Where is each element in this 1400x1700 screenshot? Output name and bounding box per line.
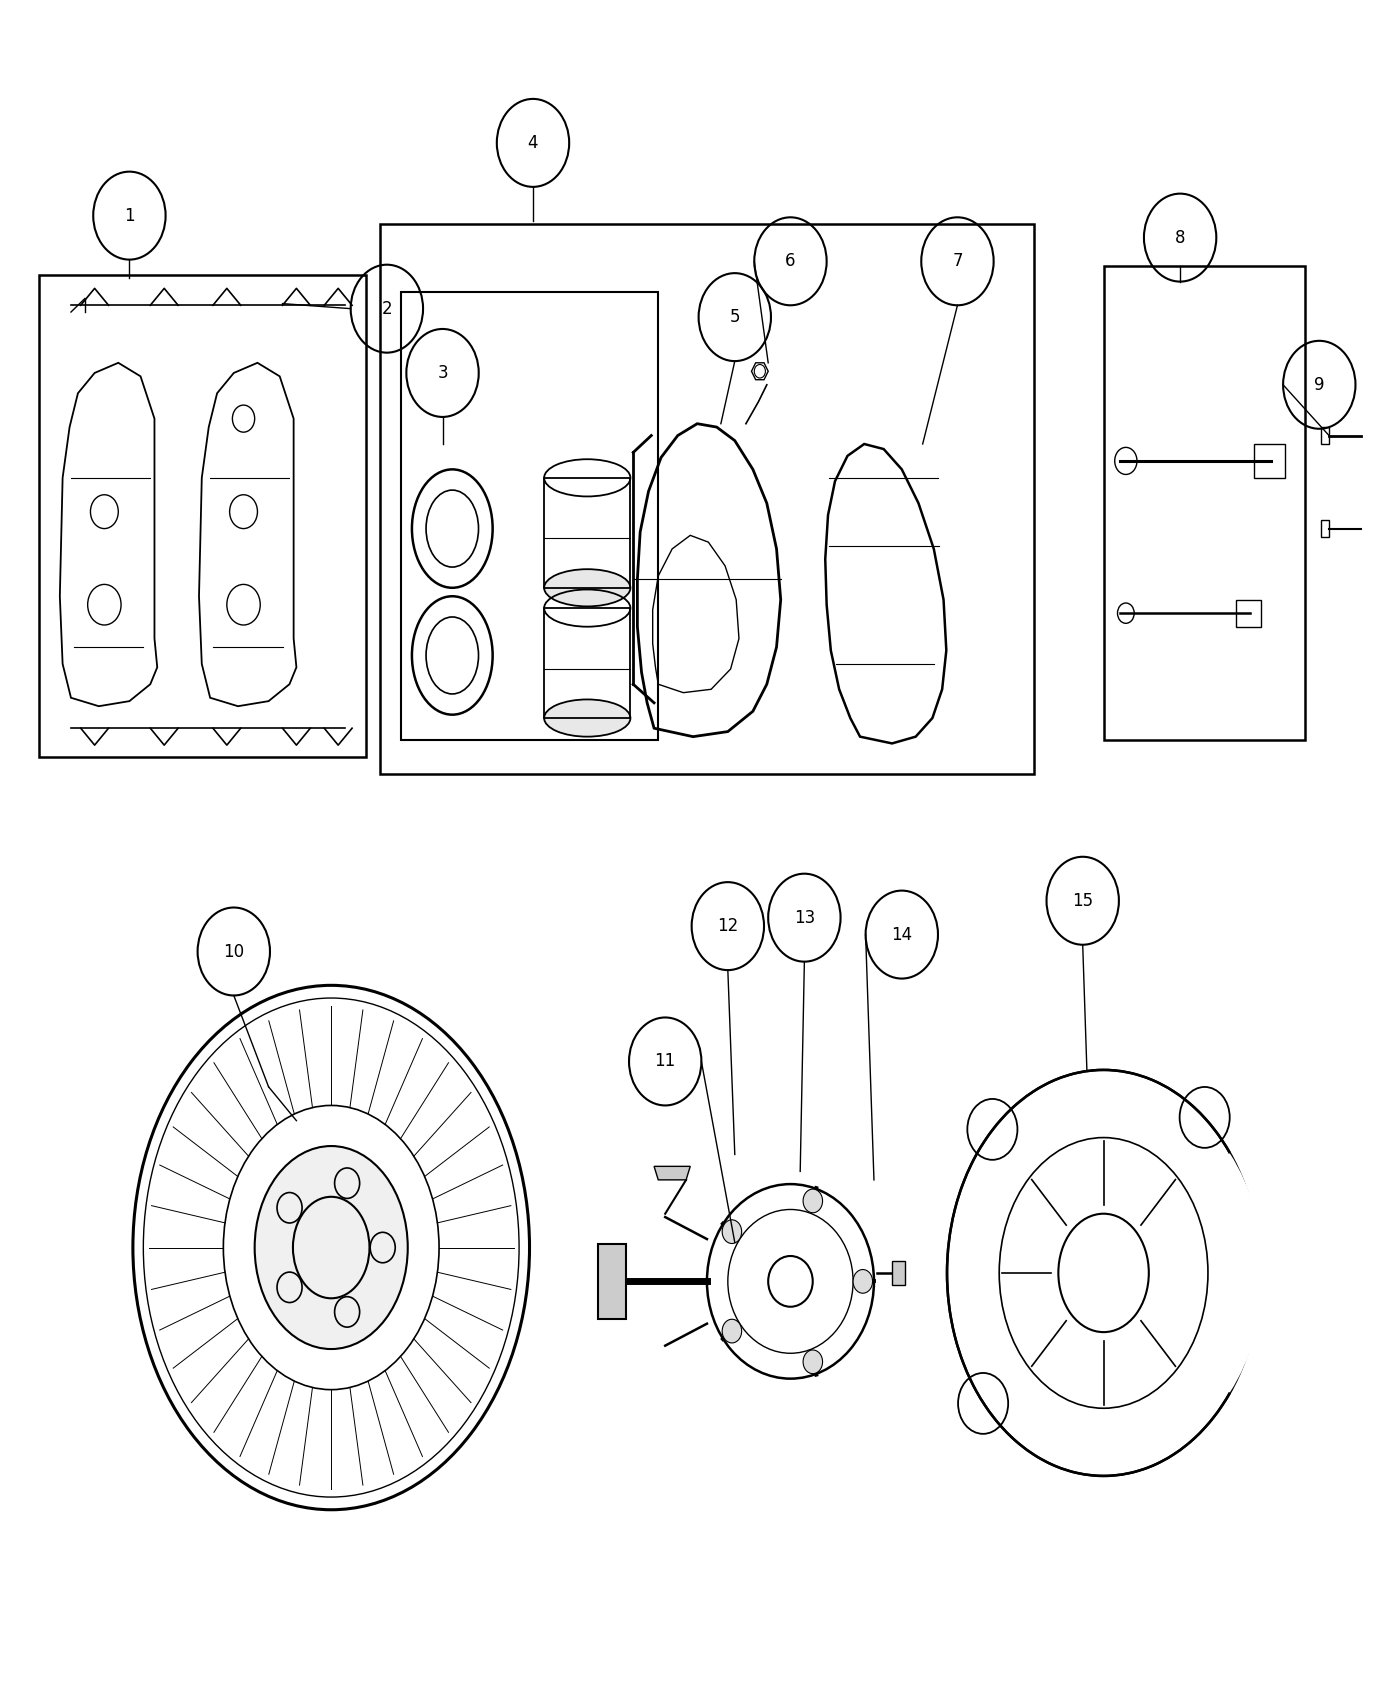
- Text: 10: 10: [223, 942, 245, 960]
- Wedge shape: [1103, 1153, 1264, 1392]
- Circle shape: [722, 1319, 742, 1343]
- Bar: [1236, 600, 1261, 627]
- Text: 14: 14: [892, 925, 913, 944]
- Bar: [39, 275, 365, 756]
- Text: 8: 8: [1175, 228, 1186, 246]
- Bar: [1103, 267, 1305, 740]
- Bar: [598, 1244, 626, 1319]
- Bar: [545, 478, 630, 588]
- Text: 2: 2: [382, 299, 392, 318]
- Bar: [1254, 444, 1285, 478]
- Circle shape: [853, 1270, 872, 1294]
- Bar: [545, 609, 630, 717]
- Text: 7: 7: [952, 252, 963, 270]
- Polygon shape: [654, 1166, 690, 1180]
- Text: 12: 12: [717, 916, 738, 935]
- Text: 3: 3: [437, 364, 448, 382]
- Text: 5: 5: [729, 308, 741, 326]
- Text: 15: 15: [1072, 892, 1093, 910]
- Text: 11: 11: [655, 1052, 676, 1071]
- Ellipse shape: [545, 699, 630, 736]
- Text: 6: 6: [785, 252, 795, 270]
- Circle shape: [804, 1188, 823, 1212]
- Text: 1: 1: [125, 207, 134, 224]
- Circle shape: [722, 1221, 742, 1243]
- Circle shape: [804, 1350, 823, 1374]
- Polygon shape: [892, 1261, 904, 1285]
- Text: 9: 9: [1315, 376, 1324, 394]
- Ellipse shape: [255, 1146, 407, 1350]
- Bar: [400, 292, 658, 740]
- Ellipse shape: [545, 570, 630, 607]
- Text: 4: 4: [528, 134, 538, 151]
- Bar: [379, 224, 1035, 774]
- Text: 13: 13: [794, 910, 815, 926]
